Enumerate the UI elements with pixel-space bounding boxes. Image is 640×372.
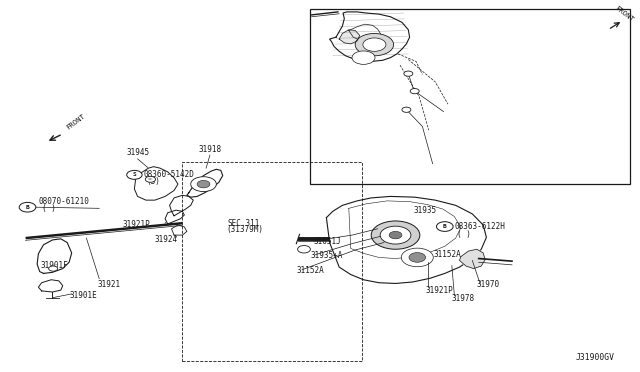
Circle shape — [352, 51, 375, 64]
Text: 31051J: 31051J — [314, 237, 341, 246]
Text: (3): (3) — [146, 177, 160, 186]
Text: 08363-6122H: 08363-6122H — [454, 222, 505, 231]
Polygon shape — [172, 225, 187, 235]
Text: 31918: 31918 — [198, 145, 221, 154]
Text: 31921P: 31921P — [123, 220, 150, 229]
Text: ( ): ( ) — [457, 230, 471, 239]
Circle shape — [363, 38, 386, 51]
Text: J31900GV: J31900GV — [575, 353, 614, 362]
Text: SEC.311: SEC.311 — [227, 219, 260, 228]
Circle shape — [371, 221, 420, 249]
Polygon shape — [187, 169, 223, 197]
Text: 31901F: 31901F — [41, 261, 68, 270]
Polygon shape — [339, 30, 360, 44]
Circle shape — [402, 107, 411, 112]
Text: 31152A: 31152A — [296, 266, 324, 275]
Text: 31935: 31935 — [413, 206, 436, 215]
Text: (31379M): (31379M) — [226, 225, 263, 234]
Polygon shape — [38, 280, 63, 292]
Text: S: S — [132, 172, 136, 177]
Text: 31970: 31970 — [477, 280, 500, 289]
Polygon shape — [460, 249, 485, 269]
Text: 31921P: 31921P — [426, 286, 453, 295]
Circle shape — [436, 222, 453, 231]
Text: 31921: 31921 — [98, 280, 121, 289]
Polygon shape — [330, 12, 410, 61]
Text: 31152A: 31152A — [434, 250, 461, 259]
Text: 08360-5142D: 08360-5142D — [143, 170, 194, 179]
Polygon shape — [170, 195, 193, 216]
Circle shape — [380, 226, 411, 244]
Circle shape — [410, 89, 419, 94]
FancyBboxPatch shape — [310, 9, 630, 184]
Circle shape — [389, 231, 402, 239]
Text: 31945: 31945 — [127, 148, 150, 157]
Text: 31935+A: 31935+A — [310, 251, 343, 260]
Circle shape — [191, 177, 216, 192]
Circle shape — [19, 202, 36, 212]
Text: FRONT: FRONT — [65, 113, 86, 131]
Circle shape — [49, 266, 58, 271]
Circle shape — [298, 246, 310, 253]
Circle shape — [409, 253, 426, 262]
Text: 31924: 31924 — [155, 235, 178, 244]
Text: 31901E: 31901E — [69, 291, 97, 300]
Text: 31978: 31978 — [451, 294, 474, 303]
Polygon shape — [165, 210, 184, 224]
Text: FRONT: FRONT — [613, 5, 634, 23]
Polygon shape — [37, 239, 72, 273]
Circle shape — [197, 180, 210, 188]
Text: B: B — [443, 224, 447, 229]
Circle shape — [127, 170, 142, 179]
Text: 08070-61210: 08070-61210 — [38, 197, 89, 206]
Circle shape — [401, 248, 433, 267]
Text: ( ): ( ) — [42, 204, 56, 213]
Polygon shape — [134, 167, 178, 200]
Polygon shape — [326, 196, 486, 283]
Circle shape — [355, 33, 394, 56]
Circle shape — [145, 176, 156, 182]
Text: B: B — [26, 205, 29, 210]
Circle shape — [404, 71, 413, 76]
